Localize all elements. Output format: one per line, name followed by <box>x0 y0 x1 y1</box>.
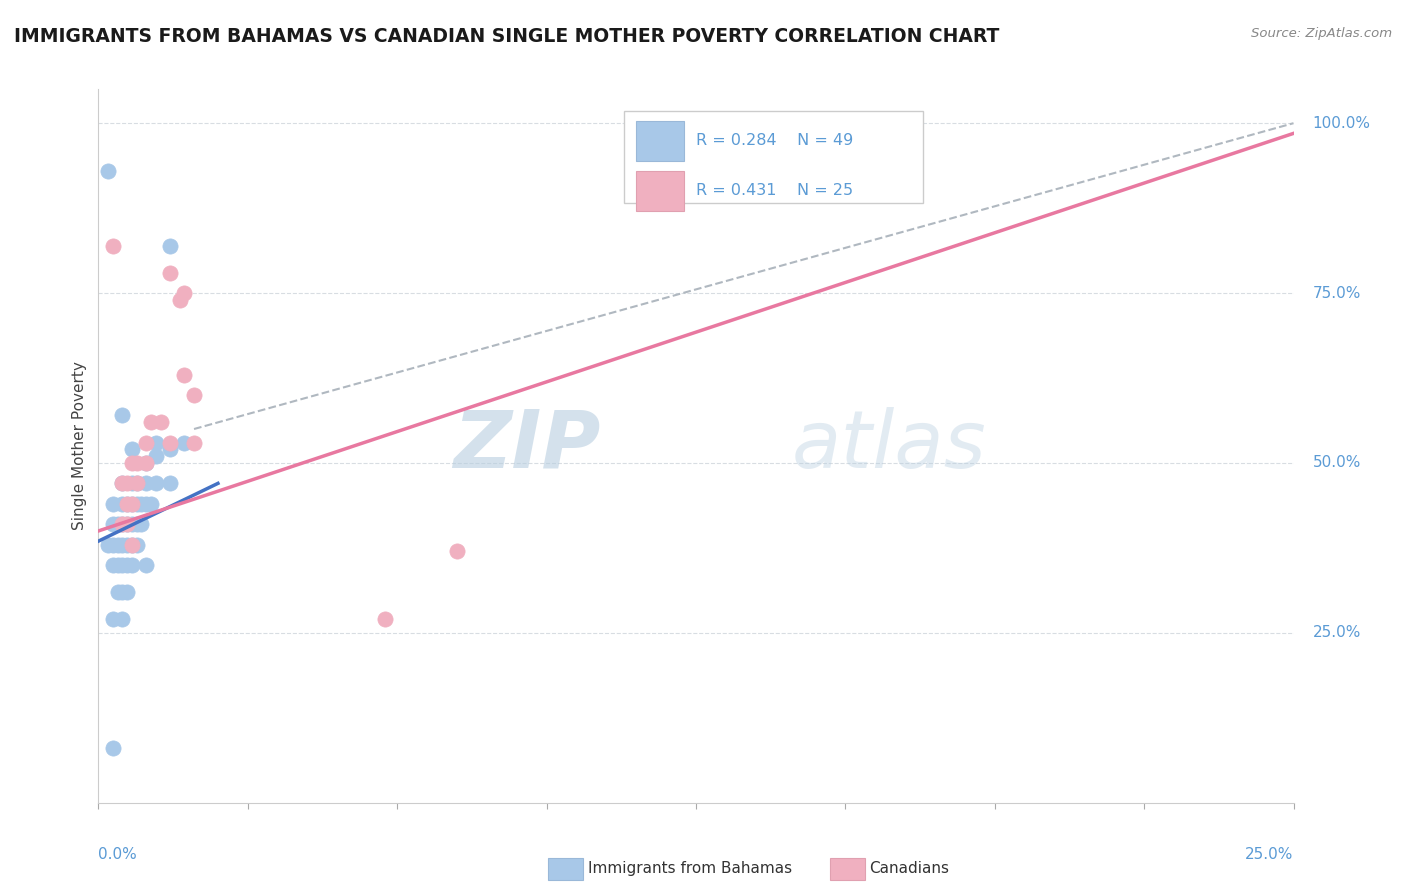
Point <box>125 517 148 532</box>
Point <box>101 517 124 532</box>
Point <box>139 415 162 429</box>
Text: IMMIGRANTS FROM BAHAMAS VS CANADIAN SINGLE MOTHER POVERTY CORRELATION CHART: IMMIGRANTS FROM BAHAMAS VS CANADIAN SING… <box>14 27 1000 45</box>
Point <box>149 415 172 429</box>
Point <box>101 612 124 626</box>
Text: 100.0%: 100.0% <box>1313 116 1371 131</box>
Point <box>111 409 134 423</box>
Point <box>446 544 468 558</box>
FancyBboxPatch shape <box>636 121 685 161</box>
Point <box>107 517 129 532</box>
Point <box>125 537 148 551</box>
Point <box>111 476 134 491</box>
Point <box>97 537 120 551</box>
Point <box>145 449 167 463</box>
Point <box>121 558 143 572</box>
Point <box>169 293 191 307</box>
Y-axis label: Single Mother Poverty: Single Mother Poverty <box>72 361 87 531</box>
Point <box>101 537 124 551</box>
Point <box>115 585 138 599</box>
Point <box>183 435 205 450</box>
Point <box>115 476 138 491</box>
Text: atlas: atlas <box>792 407 987 485</box>
Point <box>115 537 138 551</box>
Text: Immigrants from Bahamas: Immigrants from Bahamas <box>588 862 792 876</box>
Text: R = 0.284    N = 49: R = 0.284 N = 49 <box>696 134 853 148</box>
Point <box>135 456 157 470</box>
Point <box>115 497 138 511</box>
Point <box>183 388 205 402</box>
Point <box>101 497 124 511</box>
Point <box>107 585 129 599</box>
Point <box>115 517 138 532</box>
Point <box>121 537 143 551</box>
Text: 25.0%: 25.0% <box>1313 625 1361 640</box>
Point <box>111 585 134 599</box>
Point <box>107 537 129 551</box>
Point <box>107 558 129 572</box>
Point <box>101 238 124 252</box>
Point <box>159 442 181 457</box>
Point <box>101 741 124 756</box>
Text: ZIP: ZIP <box>453 407 600 485</box>
Text: Source: ZipAtlas.com: Source: ZipAtlas.com <box>1251 27 1392 40</box>
Point <box>121 537 143 551</box>
Point <box>115 558 138 572</box>
Text: 50.0%: 50.0% <box>1313 456 1361 470</box>
Point <box>97 163 120 178</box>
Point <box>111 612 134 626</box>
Point <box>131 497 153 511</box>
Point <box>159 476 181 491</box>
Point <box>159 435 181 450</box>
Point <box>111 497 134 511</box>
Point <box>121 456 143 470</box>
Point <box>125 456 148 470</box>
Point <box>135 476 157 491</box>
Point <box>374 612 396 626</box>
Point <box>101 558 124 572</box>
Point <box>709 136 731 151</box>
FancyBboxPatch shape <box>624 111 922 203</box>
Point <box>111 517 134 532</box>
Point <box>121 497 143 511</box>
Point <box>159 238 181 252</box>
Point <box>173 368 195 382</box>
Point <box>139 497 162 511</box>
Point <box>173 286 195 301</box>
Text: 25.0%: 25.0% <box>1246 847 1294 862</box>
Point <box>111 558 134 572</box>
Point <box>145 435 167 450</box>
Text: R = 0.431    N = 25: R = 0.431 N = 25 <box>696 184 853 198</box>
Point <box>125 476 148 491</box>
Point <box>111 476 134 491</box>
Point <box>115 517 138 532</box>
Point <box>121 517 143 532</box>
Text: 0.0%: 0.0% <box>98 847 138 862</box>
Point <box>145 476 167 491</box>
Text: 75.0%: 75.0% <box>1313 285 1361 301</box>
Point <box>121 476 143 491</box>
Point <box>115 497 138 511</box>
Point <box>135 497 157 511</box>
Text: Canadians: Canadians <box>869 862 949 876</box>
Point <box>135 435 157 450</box>
Point <box>159 266 181 280</box>
Point <box>135 558 157 572</box>
Point <box>135 456 157 470</box>
FancyBboxPatch shape <box>636 171 685 211</box>
Point <box>121 497 143 511</box>
Point <box>121 442 143 457</box>
Point <box>125 476 148 491</box>
Point <box>111 517 134 532</box>
Point <box>125 497 148 511</box>
Point <box>173 435 195 450</box>
Point <box>111 537 134 551</box>
Point <box>131 517 153 532</box>
